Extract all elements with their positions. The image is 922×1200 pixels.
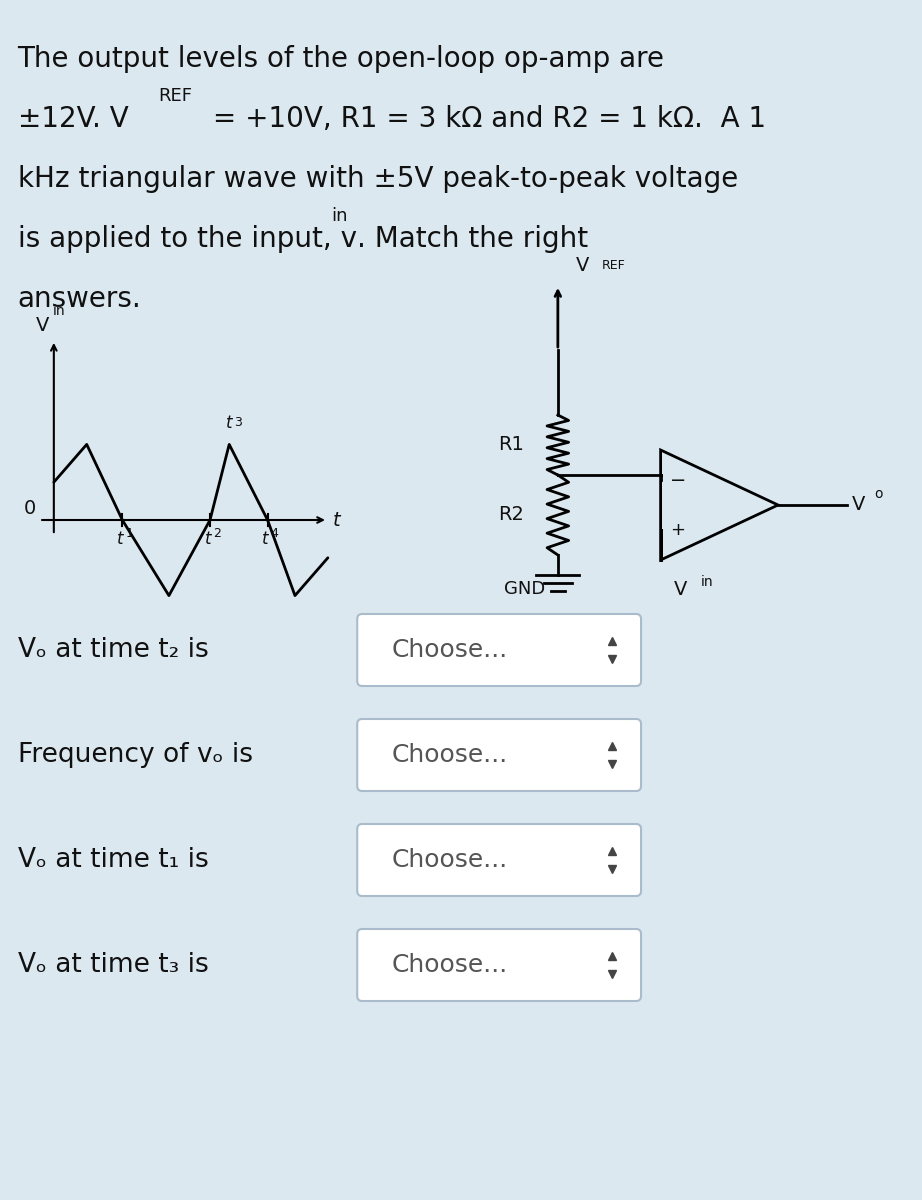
Text: in: in <box>701 575 713 589</box>
Text: REF: REF <box>602 259 626 272</box>
Text: Choose...: Choose... <box>392 848 508 872</box>
FancyBboxPatch shape <box>357 824 641 896</box>
Text: R1: R1 <box>498 436 524 455</box>
FancyBboxPatch shape <box>357 614 641 686</box>
Text: GND: GND <box>504 580 545 598</box>
Text: V: V <box>851 496 865 515</box>
Text: V: V <box>673 580 687 599</box>
Text: t: t <box>205 530 211 548</box>
FancyBboxPatch shape <box>357 719 641 791</box>
Text: ±12V. V: ±12V. V <box>18 104 128 133</box>
Text: Vₒ at time t₃ is: Vₒ at time t₃ is <box>18 952 208 978</box>
Text: 1: 1 <box>125 527 133 540</box>
Text: t: t <box>333 510 340 529</box>
Text: +: + <box>670 521 685 539</box>
Text: 2: 2 <box>213 527 220 540</box>
FancyBboxPatch shape <box>357 929 641 1001</box>
Text: Frequency of vₒ is: Frequency of vₒ is <box>18 742 253 768</box>
Text: 3: 3 <box>234 416 242 430</box>
Text: t: t <box>226 414 232 432</box>
Text: = +10V, R1 = 3 kΩ and R2 = 1 kΩ.  A 1: = +10V, R1 = 3 kΩ and R2 = 1 kΩ. A 1 <box>204 104 765 133</box>
Text: Choose...: Choose... <box>392 638 508 662</box>
Text: . Match the right: . Match the right <box>357 226 588 253</box>
Text: V: V <box>36 316 49 335</box>
Text: t: t <box>263 530 269 548</box>
Text: 0: 0 <box>24 499 36 518</box>
Text: o: o <box>874 487 882 502</box>
Text: kHz triangular wave with ±5V peak-to-peak voltage: kHz triangular wave with ±5V peak-to-pea… <box>18 164 738 193</box>
Text: in: in <box>331 206 348 226</box>
Text: in: in <box>53 304 65 318</box>
Text: −: − <box>670 470 687 490</box>
Text: Vₒ at time t₁ is: Vₒ at time t₁ is <box>18 847 208 874</box>
Text: is applied to the input, v: is applied to the input, v <box>18 226 357 253</box>
Text: V: V <box>575 256 589 275</box>
Text: t: t <box>117 530 124 548</box>
Text: The output levels of the open-loop op-amp are: The output levels of the open-loop op-am… <box>18 44 665 73</box>
Text: REF: REF <box>159 86 193 104</box>
Text: Vₒ at time t₂ is: Vₒ at time t₂ is <box>18 637 208 662</box>
Text: R2: R2 <box>498 505 524 524</box>
Text: answers.: answers. <box>18 284 141 313</box>
Text: Choose...: Choose... <box>392 743 508 767</box>
Text: Choose...: Choose... <box>392 953 508 977</box>
Text: 4: 4 <box>270 527 278 540</box>
